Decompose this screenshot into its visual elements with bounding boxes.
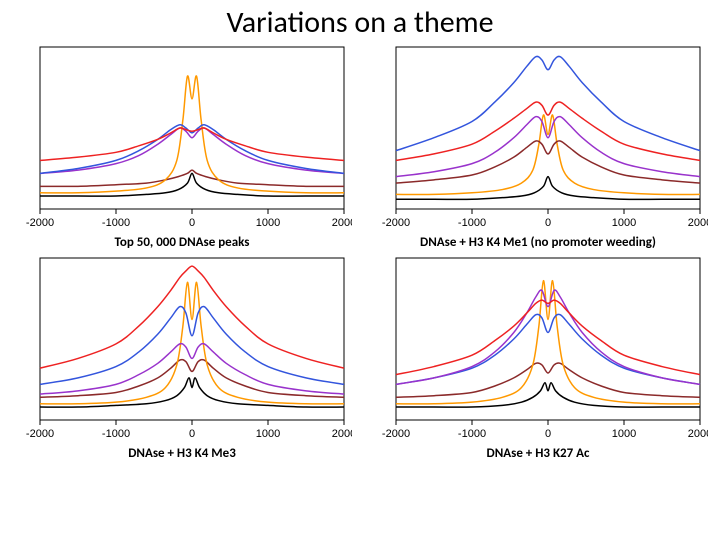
panel-h3k4me3: -2000 -1000 0 1000 2000 DNAse + H3 K4 Me3 <box>8 254 356 461</box>
page-title: Variations on a theme <box>0 4 720 41</box>
x-tick-label: 2000 <box>688 428 708 440</box>
x-tick-label: -2000 <box>382 217 410 229</box>
x-tick-label: 2000 <box>332 428 352 440</box>
panel-h3k27ac: -2000 -1000 0 1000 2000 DNAse + H3 K27 Ac <box>364 254 712 461</box>
plot-h3k4me1: -2000 -1000 0 1000 2000 <box>368 43 708 233</box>
panel-h3k4me1: -2000 -1000 0 1000 2000 DNAse + H3 K4 Me1 (n… <box>364 43 712 250</box>
panel-top50k: -2000 -1000 0 1000 2000 Top 50, 000 DNAse pe… <box>8 43 356 250</box>
x-tick-label: 1000 <box>256 428 280 440</box>
x-tick-label: 1000 <box>612 428 636 440</box>
x-tick-label: -2000 <box>26 217 54 229</box>
x-tick-label: -2000 <box>382 428 410 440</box>
caption-h3k4me3: DNAse + H3 K4 Me3 <box>128 446 236 461</box>
x-tick-label: 0 <box>189 428 195 440</box>
x-tick-label: 0 <box>545 428 551 440</box>
caption-h3k27ac: DNAse + H3 K27 Ac <box>487 446 590 461</box>
x-tick-label: -1000 <box>458 217 486 229</box>
chart-grid: -2000 -1000 0 1000 2000 Top 50, 000 DNAse pe… <box>0 43 720 461</box>
plot-h3k27ac: -2000 -1000 0 1000 2000 <box>368 254 708 444</box>
x-tick-label: 1000 <box>612 217 636 229</box>
x-tick-label: 2000 <box>332 217 352 229</box>
plot-top50k: -2000 -1000 0 1000 2000 <box>12 43 352 233</box>
x-tick-label: -1000 <box>458 428 486 440</box>
caption-top50k: Top 50, 000 DNAse peaks <box>115 235 250 250</box>
x-tick-label: 1000 <box>256 217 280 229</box>
x-tick-label: 0 <box>189 217 195 229</box>
x-tick-label: -1000 <box>102 428 130 440</box>
x-tick-label: 2000 <box>688 217 708 229</box>
plot-h3k4me3: -2000 -1000 0 1000 2000 <box>12 254 352 444</box>
caption-h3k4me1: DNAse + H3 K4 Me1 (no promoter weeding) <box>420 235 656 250</box>
x-tick-label: -1000 <box>102 217 130 229</box>
x-tick-label: 0 <box>545 217 551 229</box>
x-tick-label: -2000 <box>26 428 54 440</box>
